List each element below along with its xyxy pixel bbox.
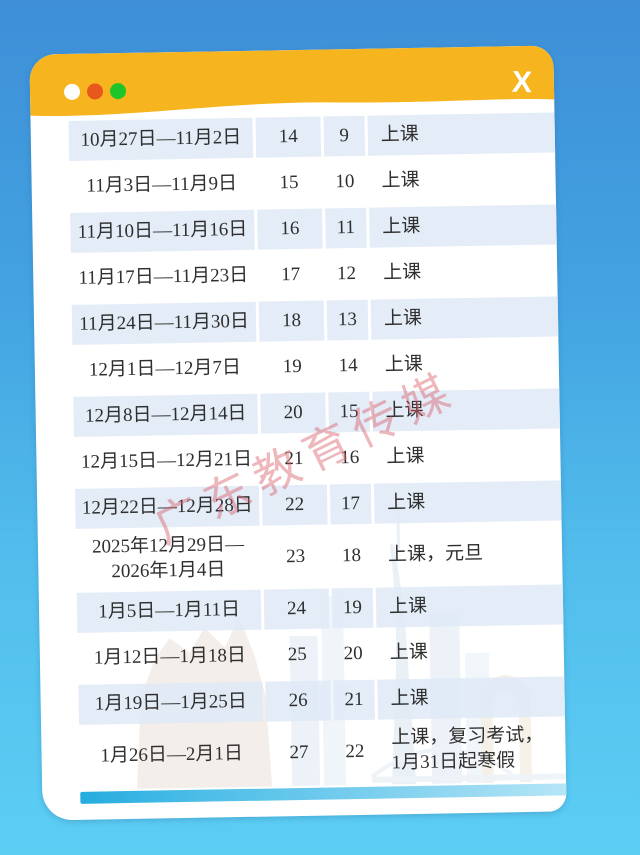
date-range-cell: 12月8日—12月14日 xyxy=(73,393,259,437)
teaching-week-cell: 18 xyxy=(341,544,362,566)
window-titlebar: X xyxy=(29,45,555,121)
teaching-week-cell: 22 xyxy=(345,740,365,762)
semester-week-cell: 25 xyxy=(287,643,307,665)
note-cell: 上课 xyxy=(372,388,567,432)
note-cell: 上课 xyxy=(377,676,567,720)
semester-week-cell: 15 xyxy=(279,171,299,193)
teaching-week-cell: 11 xyxy=(324,207,367,249)
note-cell: 上课 xyxy=(373,480,567,524)
semester-week-cell: 27 xyxy=(289,741,309,763)
bottom-accent-bar xyxy=(80,783,567,804)
date-range-cell: 1月26日—2月1日 xyxy=(100,742,244,767)
date-range-cell: 11月24日—11月30日 xyxy=(71,301,257,345)
note-cell: 上课 xyxy=(375,584,567,628)
date-range-cell: 1月5日—1月11日 xyxy=(76,589,262,633)
semester-week-cell: 18 xyxy=(258,300,325,342)
teaching-week-cell: 12 xyxy=(336,262,357,284)
note-cell: 上课 xyxy=(369,204,567,248)
date-range-cell: 1月12日—1月18日 xyxy=(93,644,247,669)
date-range-cell: 12月15日—12月21日 xyxy=(80,448,253,473)
semester-week-cell: 17 xyxy=(280,263,301,285)
semester-week-cell: 20 xyxy=(260,392,326,434)
note-cell: 上课，元旦 xyxy=(387,542,484,566)
teaching-week-cell: 10 xyxy=(335,170,355,192)
teaching-week-cell: 21 xyxy=(333,679,375,721)
date-range-cell: 12月1日—12月7日 xyxy=(88,356,242,381)
note-cell: 上课 xyxy=(370,296,567,340)
table-row: 2025年12月29日— 2026年1月4日 23 18 上课，元旦 xyxy=(76,523,567,590)
school-calendar-table: 10月27日—11月2日 14 9 上课 11月3日—11月9日 15 10 上… xyxy=(68,109,567,786)
semester-week-cell: 19 xyxy=(282,355,302,377)
note-cell: 上课 xyxy=(386,445,425,468)
semester-week-cell: 24 xyxy=(263,588,330,630)
teaching-week-cell: 20 xyxy=(343,642,363,664)
teaching-week-cell: 15 xyxy=(328,391,370,433)
teaching-week-cell: 17 xyxy=(329,483,372,525)
semester-week-cell: 23 xyxy=(285,545,306,567)
date-range-cell: 2025年12月29日— 2026年1月4日 xyxy=(91,534,245,583)
semester-week-cell: 26 xyxy=(265,680,331,722)
browser-window-card: 10月27日—11月2日 14 9 上课 11月3日—11月9日 15 10 上… xyxy=(29,45,567,821)
date-range-cell: 12月22日—12月28日 xyxy=(74,485,260,529)
teaching-week-cell: 19 xyxy=(331,587,374,629)
teaching-week-cell: 9 xyxy=(323,115,366,157)
date-range-cell: 11月3日—11月9日 xyxy=(86,172,238,197)
semester-week-cell: 14 xyxy=(255,116,321,158)
semester-week-cell: 21 xyxy=(284,447,304,469)
teaching-week-cell: 14 xyxy=(338,354,358,376)
semester-week-cell: 22 xyxy=(262,484,328,526)
table-row: 1月26日—2月1日 27 22 上课，复习考试， 1月31日起寒假 xyxy=(79,719,567,786)
note-cell: 上课 xyxy=(381,169,420,192)
semester-week-cell: 16 xyxy=(257,208,323,250)
date-range-cell: 10月27日—11月2日 xyxy=(68,117,254,161)
note-cell: 上课 xyxy=(384,353,423,376)
date-range-cell: 11月17日—11月23日 xyxy=(78,264,249,289)
date-range-cell: 11月10日—11月16日 xyxy=(70,209,255,253)
note-cell: 上课 xyxy=(382,261,422,284)
titlebar-wave-edge xyxy=(30,99,555,121)
date-range-cell: 1月19日—1月25日 xyxy=(78,681,264,725)
note-cell: 上课，复习考试， 1月31日起寒假 xyxy=(391,725,544,774)
teaching-week-cell: 13 xyxy=(326,299,369,341)
teaching-week-cell: 16 xyxy=(340,446,360,468)
note-cell: 上课 xyxy=(367,112,567,156)
note-cell: 上课 xyxy=(389,641,428,664)
